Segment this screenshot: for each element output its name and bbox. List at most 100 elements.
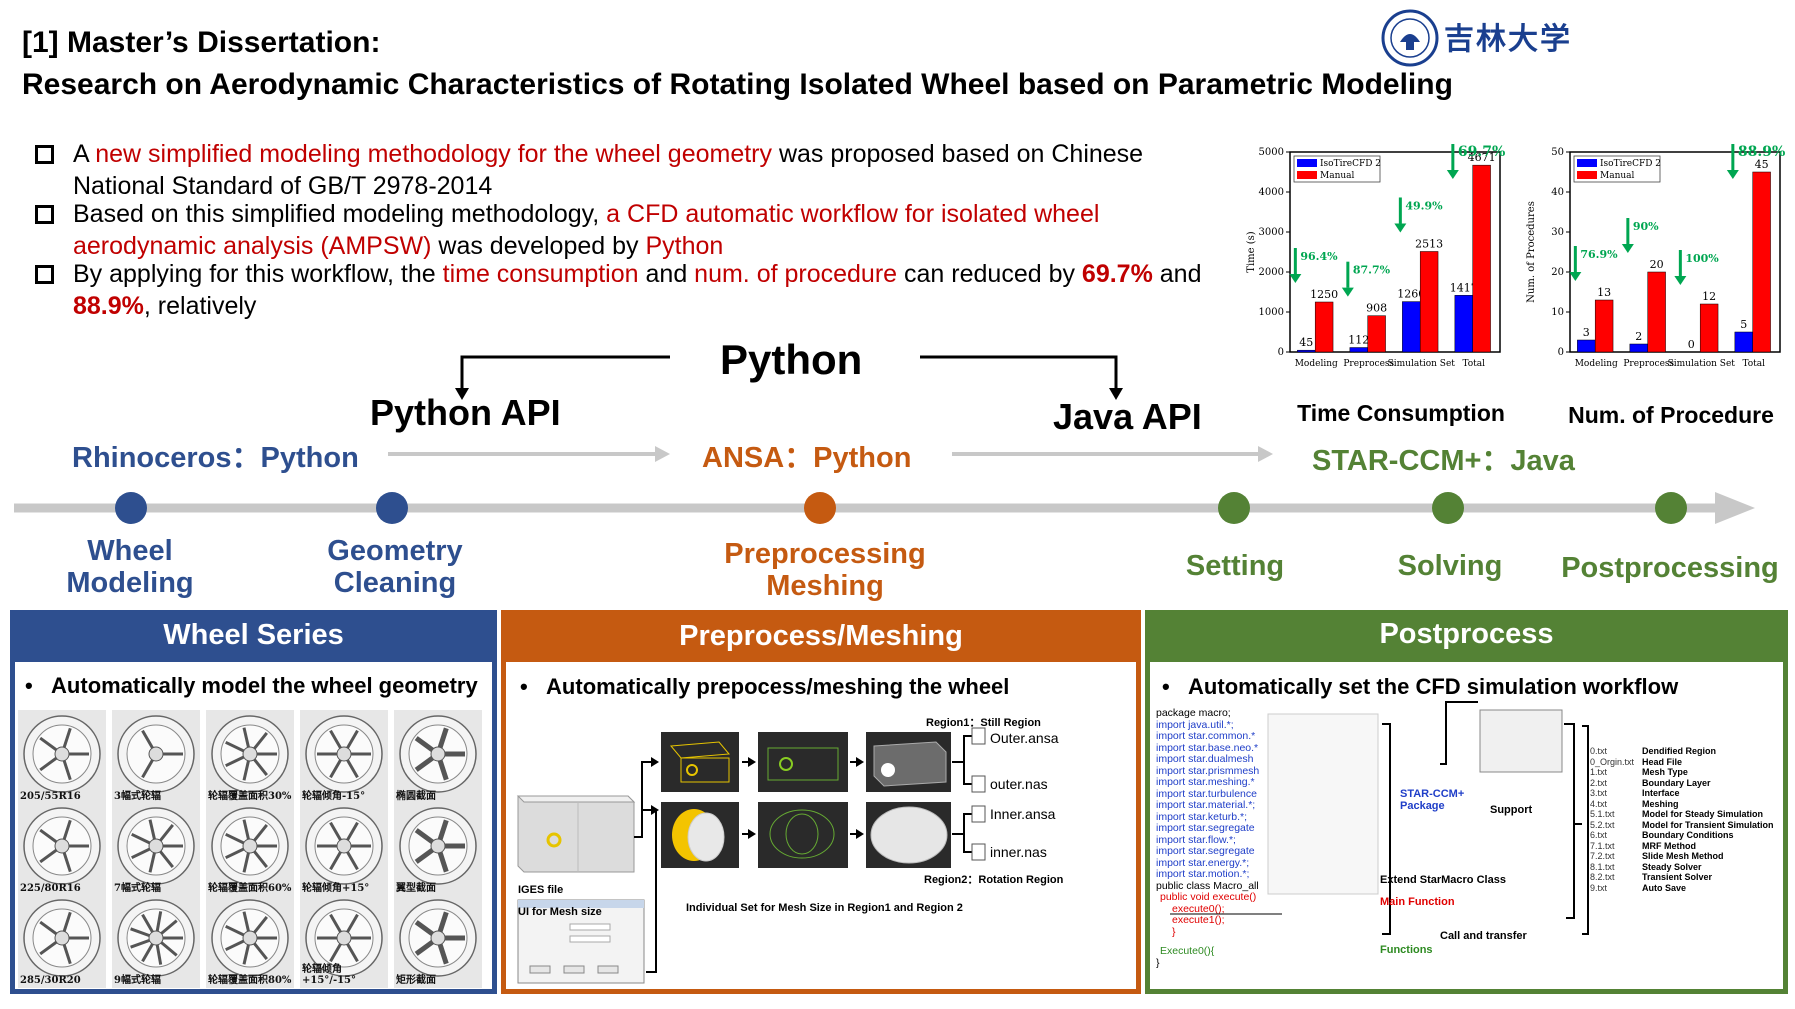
bullet-3-text-c: can reduced by: [897, 260, 1082, 288]
bullet-3-text-d: and: [1152, 260, 1202, 288]
wheel-series-body: • Automatically model the wheel geometry…: [15, 662, 492, 989]
title-line-2: Research on Aerodynamic Characteristics …: [22, 68, 1453, 101]
y-tick-label: 0: [1558, 347, 1564, 358]
checkbox-icon: [35, 265, 54, 284]
reduction-arrowhead-icon: [1569, 272, 1582, 281]
meshing-body: • Automatically prepocess/meshing the wh…: [506, 662, 1136, 989]
bullet-3-highlight-2: num. of procedure: [694, 260, 898, 288]
code-line: import star.material.*;: [1156, 800, 1256, 811]
chart-1-title: Time Consumption: [1297, 400, 1505, 426]
iges-file-label: IGES file: [518, 884, 564, 896]
macro-file-list: 0.txt Dendified Region 0_Orgin.txt Head Fil…: [1590, 746, 1780, 893]
university-logo: 吉林大学: [1444, 22, 1572, 57]
file-name: 0.txt: [1590, 746, 1608, 756]
file-name: 3.txt: [1590, 788, 1608, 798]
file-outer-nas: outer.nas: [990, 776, 1048, 792]
code-line: import star.dualmesh: [1156, 754, 1254, 765]
wheel-drawing-icon: [23, 715, 101, 793]
legend-swatch: [1577, 159, 1597, 167]
file-name: 5.2.txt: [1590, 819, 1615, 830]
bullet-1: A new simplified modeling methodology fo…: [35, 138, 1225, 202]
reduction-label: 69.7%: [1458, 144, 1505, 160]
file-description: Dendified Region: [1642, 746, 1716, 756]
code-line: import star.turbulence: [1156, 788, 1257, 800]
file-inner-ansa: Inner.ansa: [990, 806, 1056, 822]
macro-code-block: package macro; import java.util.*; import …: [1156, 708, 1286, 969]
reduction-arrowhead-icon: [1446, 170, 1459, 179]
file-list-row: 0.txt Dendified Region: [1590, 746, 1780, 757]
reduction-arrowhead-icon: [1621, 244, 1634, 253]
code-line: import star.segregate: [1156, 823, 1255, 834]
bullet-3-text-b: and: [638, 260, 695, 288]
reduction-arrowhead-icon: [1394, 223, 1407, 233]
y-tick-label: 30: [1551, 227, 1564, 238]
file-list-row: 0_Orgin.txt Head File: [1590, 757, 1780, 768]
x-tick-label: Total: [1742, 359, 1765, 369]
legend-entry: Manual: [1600, 171, 1635, 181]
reduction-label: 88.9%: [1738, 144, 1785, 160]
y-axis-label: Time (s): [1246, 231, 1257, 272]
postprocess-bullet: • Automatically set the CFD simulation w…: [1162, 674, 1679, 699]
bar-value-label: 2: [1635, 330, 1642, 343]
wheel-thumbnail: 7幅式轮辐: [112, 802, 200, 896]
code-line: import java.util.*;: [1156, 719, 1234, 731]
wheel-label: 矩形截面: [396, 975, 436, 986]
wheel-thumbnail: 轮辐倾角 +15°/-15°: [300, 894, 388, 988]
postprocess-title: Postprocess: [1379, 618, 1554, 650]
code-line: public void execute(): [1160, 892, 1257, 903]
file-outer-ansa: Outer.ansa: [990, 730, 1059, 746]
file-inner-nas: inner.nas: [990, 844, 1047, 860]
y-tick-label: 3000: [1259, 227, 1284, 238]
bar-value-label: 13: [1597, 286, 1611, 299]
bar-value-label: 5: [1740, 318, 1747, 331]
wheel-label: 7幅式轮辐: [114, 883, 161, 894]
wheel-label: 轮辐覆盖面积30%: [208, 791, 292, 802]
wheel-series-bullet: • Automatically model the wheel geometry: [25, 673, 478, 698]
y-tick-label: 5000: [1259, 147, 1284, 158]
file-name: 0_Orgin.txt: [1590, 756, 1635, 767]
wheel-drawing-icon: [211, 899, 289, 977]
x-tick-label: Preprocess: [1623, 359, 1674, 369]
code-line: }: [1156, 957, 1160, 969]
wheel-thumbnail: 205/55R16: [18, 710, 106, 804]
y-tick-label: 1000: [1259, 307, 1284, 318]
file-description: Model for Steady Simulation: [1642, 809, 1764, 819]
bullet-2-text-b: was developed by: [431, 232, 646, 260]
tool-ansa: ANSA：Python: [702, 442, 912, 474]
wheel-thumbnail: 轮辐倾角-15°: [300, 710, 388, 804]
time-reduction-value: 69.7%: [1081, 260, 1153, 288]
file-name: 8.2.txt: [1590, 872, 1615, 882]
file-description: Slide Mesh Method: [1642, 851, 1724, 861]
bullet-2-text-a: Based on this simplified modeling method…: [73, 200, 607, 228]
call-transfer-label: Call and transfer: [1440, 930, 1527, 942]
wheel-drawing-icon: [23, 807, 101, 885]
mesh-ui-label: UI for Mesh size: [518, 906, 602, 918]
title-line-1: [1] Master’s Dissertation:: [22, 26, 381, 59]
bar-value-label: 908: [1366, 302, 1387, 315]
wheel-thumbnail: 3幅式轮辐: [112, 710, 200, 804]
code-line: import star.keturb.*;: [1156, 811, 1248, 823]
support-label: Support: [1490, 804, 1533, 816]
file-description: Interface: [1642, 788, 1680, 798]
checkbox-icon: [35, 205, 54, 224]
bar-value-label: 2513: [1415, 237, 1443, 250]
file-list-row: 9.txt Auto Save: [1590, 883, 1780, 894]
plot-frame: [1289, 151, 1501, 353]
wheel-label: 轮辐倾角 +15°/-15°: [302, 964, 357, 986]
code-line: import star.meshing.*: [1156, 777, 1255, 788]
bar-value-label: 4671: [1468, 151, 1496, 164]
bar: [1594, 299, 1614, 353]
reduction-label: 49.9%: [1405, 199, 1443, 212]
bullet-2-highlight-2: Python: [645, 232, 724, 260]
bar: [1647, 271, 1666, 353]
wheel-drawing-icon: [211, 807, 289, 885]
extend-class-label: Extend StarMacro Class: [1380, 874, 1506, 886]
bar: [1752, 171, 1771, 353]
wheel-drawing-icon: [399, 899, 477, 977]
meshing-bullet: • Automatically prepocess/meshing the wh…: [520, 674, 1010, 699]
x-tick-label: Modeling: [1575, 359, 1618, 369]
wheel-thumbnail: 椭圆截面: [394, 710, 482, 804]
wheel-series-title: Wheel Series: [163, 619, 344, 651]
university-seal-icon: [1380, 8, 1440, 68]
wheel-label: 轮辐倾角+15°: [302, 883, 370, 894]
